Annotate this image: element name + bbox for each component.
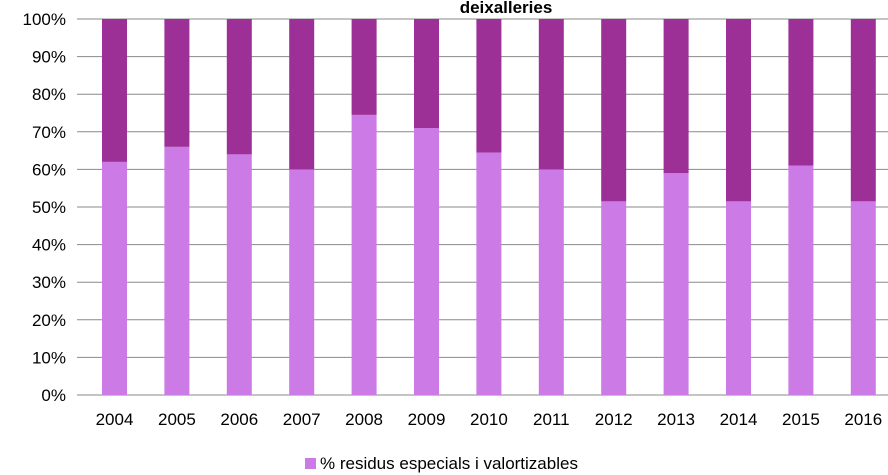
x-tick-label: 2013 [657,410,695,429]
x-tick-label: 2010 [470,410,508,429]
bars [102,19,876,396]
y-tick-label: 90% [32,48,66,67]
bar-segment-other [601,19,627,202]
x-tick-label: 2011 [533,410,570,429]
legend-label: % residus especials i valortizables [320,454,578,473]
bar-segment-residus-especials [788,165,814,395]
y-tick-label: 0% [41,386,66,405]
x-tick-label: 2016 [844,410,882,429]
legend-swatch [305,458,316,469]
bar-segment-residus-especials [414,128,439,396]
x-tick-label: 2004 [96,410,134,429]
bar-segment-other [164,19,190,147]
x-axis-ticks: 2004 2005 2006 2007 2008 2009 2010 2011 2012 2013… [96,410,883,429]
y-tick-label: 70% [32,123,66,142]
bar-segment-other [289,19,315,170]
bar-segment-other [726,19,751,202]
bar-segment-other [226,19,252,155]
bar-segment-other [788,19,814,166]
y-axis-ticks: 0% 10% 20% 30% 40% 50% 60% 70% 80% 90% 100% [23,10,66,405]
y-tick-label: 100% [23,10,66,29]
bar-segment-residus-especials [102,161,127,395]
bar-segment-other [414,19,439,129]
bar-segment-residus-especials [226,154,252,395]
bar-segment-other [102,19,127,162]
bar-segment-other [476,19,502,153]
y-tick-label: 10% [32,348,66,367]
x-tick-label: 2009 [408,410,446,429]
bar-segment-residus-especials [726,201,751,395]
y-tick-label: 80% [32,85,66,104]
y-tick-label: 50% [32,198,66,217]
x-tick-label: 2007 [283,410,321,429]
bar-segment-residus-especials [476,152,502,395]
x-tick-label: 2008 [345,410,383,429]
y-tick-label: 60% [32,160,66,179]
y-tick-label: 20% [32,311,66,330]
x-tick-label: 2006 [220,410,258,429]
bar-segment-other [538,19,564,170]
bar-segment-other [351,19,377,115]
x-tick-label: 2005 [158,410,196,429]
bar-segment-residus-especials [850,201,876,395]
x-tick-label: 2012 [595,410,633,429]
bar-segment-residus-especials [289,169,315,395]
legend: % residus especials i valortizables [305,454,578,473]
bar-segment-other [850,19,876,202]
chart-title: deixalleries [460,0,553,17]
y-tick-label: 40% [32,236,66,255]
x-tick-label: 2014 [720,410,758,429]
y-tick-label: 30% [32,273,66,292]
bar-segment-residus-especials [663,173,689,395]
bar-segment-other [663,19,689,174]
bar-segment-residus-especials [351,114,377,395]
bar-segment-residus-especials [538,169,564,395]
x-tick-label: 2015 [782,410,820,429]
bar-segment-residus-especials [601,201,627,395]
bar-segment-residus-especials [164,146,190,395]
